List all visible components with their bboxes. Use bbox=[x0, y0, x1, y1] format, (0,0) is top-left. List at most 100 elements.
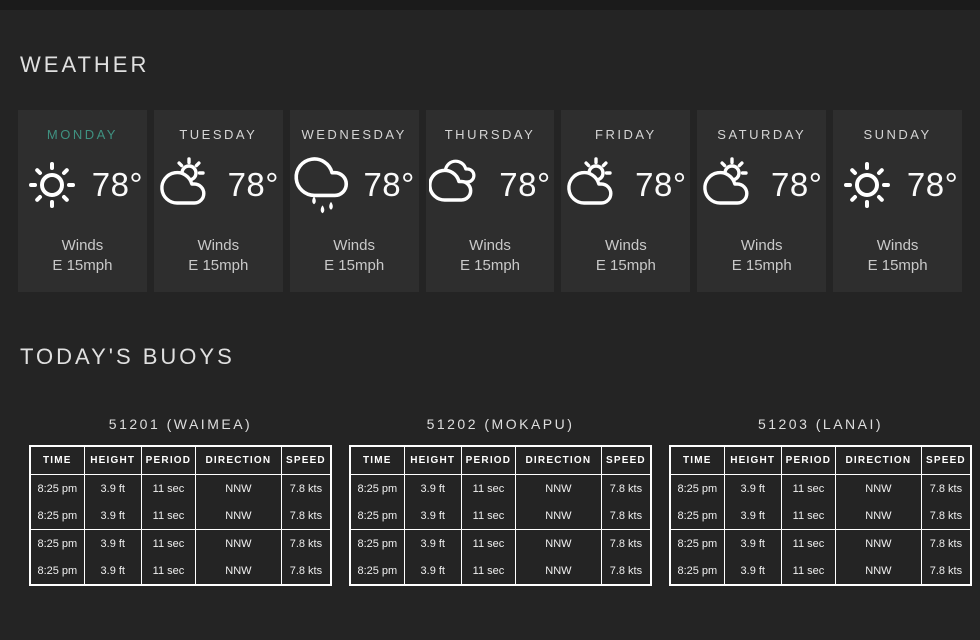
table-cell-direction: NNW bbox=[195, 474, 282, 502]
temperature: 78° bbox=[635, 166, 687, 203]
top-bar bbox=[0, 0, 980, 10]
table-row: 8:25 pm 3.9 ft 11 sec NNW 7.8 kts bbox=[349, 557, 652, 586]
buoy-title: 51202 (MOKAPU) bbox=[426, 416, 575, 432]
table-cell-height: 3.9 ft bbox=[83, 474, 142, 502]
table-cell-speed: 7.8 kts bbox=[920, 502, 972, 530]
forecast-card-friday[interactable]: FRIDAY 78° Winds E 15mph bbox=[561, 110, 691, 292]
buoys-heading: TODAY'S BUOYS bbox=[20, 344, 235, 369]
cloudy-icon bbox=[429, 159, 476, 202]
table-cell-height: 3.9 ft bbox=[83, 557, 142, 586]
column-header: SPEED bbox=[600, 445, 652, 475]
table-cell-speed: 7.8 kts bbox=[920, 557, 972, 586]
column-header: PERIOD bbox=[460, 445, 517, 475]
table-cell-height: 3.9 ft bbox=[403, 474, 462, 502]
buoy-title: 51201 (WAIMEA) bbox=[108, 416, 253, 432]
winds-label: Winds E 15mph bbox=[867, 237, 928, 275]
buoy-station-lanai: 51203 (LANAI) TIME HEIGHT PERIOD DIRECTION S… bbox=[669, 416, 972, 586]
table-cell-speed: 7.8 kts bbox=[920, 529, 972, 557]
winds-label: Winds E 15mph bbox=[52, 237, 113, 275]
sun-icon bbox=[843, 162, 890, 208]
day-label: WEDNESDAY bbox=[301, 127, 407, 142]
table-cell-speed: 7.8 kts bbox=[280, 529, 332, 557]
table-cell-direction: NNW bbox=[835, 529, 922, 557]
sun-icon bbox=[28, 162, 75, 208]
temperature: 78° bbox=[499, 166, 551, 203]
partly-cloudy-icon bbox=[567, 157, 613, 205]
table-cell-direction: NNW bbox=[195, 502, 282, 530]
table-header-row: TIME HEIGHT PERIOD DIRECTION SPEED bbox=[669, 445, 972, 475]
table-row: 8:25 pm 3.9 ft 11 sec NNW 7.8 kts bbox=[29, 502, 332, 530]
day-label: SUNDAY bbox=[863, 127, 932, 142]
winds-label: Winds E 15mph bbox=[324, 237, 385, 275]
icon-temp-row: 78° bbox=[158, 152, 279, 218]
buoy-table: TIME HEIGHT PERIOD DIRECTION SPEED 8:25 pm 3… bbox=[29, 445, 332, 586]
icon-temp-row: 78° bbox=[22, 152, 143, 218]
table-header-row: TIME HEIGHT PERIOD DIRECTION SPEED bbox=[29, 445, 332, 475]
buoy-table: TIME HEIGHT PERIOD DIRECTION SPEED 8:25 pm 3… bbox=[669, 445, 972, 586]
table-cell-direction: NNW bbox=[195, 557, 282, 586]
table-cell-direction: NNW bbox=[195, 529, 282, 557]
table-cell-direction: NNW bbox=[835, 502, 922, 530]
temperature: 78° bbox=[906, 166, 959, 203]
buoy-station-mokapu: 51202 (MOKAPU) TIME HEIGHT PERIOD DIRECTION… bbox=[349, 416, 652, 586]
table-cell-period: 11 sec bbox=[140, 557, 197, 586]
table-row: 8:25 pm 3.9 ft 11 sec NNW 7.8 kts bbox=[349, 529, 652, 557]
partly-cloudy-icon bbox=[159, 157, 206, 205]
table-cell-speed: 7.8 kts bbox=[600, 502, 652, 530]
icon-temp-row: 78° bbox=[429, 152, 550, 218]
forecast-cards: MONDAY 78° Winds E 15mph TUESDAY bbox=[18, 110, 963, 292]
table-cell-speed: 7.8 kts bbox=[600, 529, 652, 557]
temperature: 78° bbox=[363, 166, 415, 203]
day-label: SATURDAY bbox=[717, 127, 807, 142]
table-cell-speed: 7.8 kts bbox=[280, 474, 332, 502]
forecast-card-wednesday[interactable]: WEDNESDAY 78° Winds E 15mph bbox=[289, 110, 419, 292]
buoy-station-waimea: 51201 (WAIMEA) TIME HEIGHT PERIOD DIRECTION… bbox=[29, 416, 332, 586]
winds-label: Winds E 15mph bbox=[595, 237, 656, 275]
table-cell-direction: NNW bbox=[515, 557, 602, 586]
rain-icon bbox=[294, 157, 349, 214]
table-cell-time: 8:25 pm bbox=[349, 502, 405, 530]
column-header: HEIGHT bbox=[723, 445, 782, 475]
table-cell-speed: 7.8 kts bbox=[920, 474, 972, 502]
winds-label: Winds E 15mph bbox=[188, 237, 249, 275]
partly-cloudy-icon bbox=[703, 157, 749, 205]
table-cell-speed: 7.8 kts bbox=[600, 474, 652, 502]
table-cell-height: 3.9 ft bbox=[403, 529, 462, 557]
table-cell-direction: NNW bbox=[835, 474, 922, 502]
column-header: PERIOD bbox=[140, 445, 197, 475]
table-row: 8:25 pm 3.9 ft 11 sec NNW 7.8 kts bbox=[349, 474, 652, 502]
table-cell-period: 11 sec bbox=[460, 474, 517, 502]
buoy-title: 51203 (LANAI) bbox=[757, 416, 884, 432]
column-header: HEIGHT bbox=[403, 445, 462, 475]
table-cell-time: 8:25 pm bbox=[349, 529, 405, 557]
column-header: DIRECTION bbox=[515, 445, 602, 475]
table-cell-height: 3.9 ft bbox=[83, 502, 142, 530]
day-label: THURSDAY bbox=[444, 127, 536, 142]
column-header: SPEED bbox=[280, 445, 332, 475]
table-cell-height: 3.9 ft bbox=[723, 557, 782, 586]
buoy-table: TIME HEIGHT PERIOD DIRECTION SPEED 8:25 pm 3… bbox=[349, 445, 652, 586]
day-label: TUESDAY bbox=[179, 127, 258, 142]
table-header-row: TIME HEIGHT PERIOD DIRECTION SPEED bbox=[349, 445, 652, 475]
forecast-card-monday[interactable]: MONDAY 78° Winds E 15mph bbox=[18, 110, 147, 292]
table-row: 8:25 pm 3.9 ft 11 sec NNW 7.8 kts bbox=[349, 502, 652, 530]
table-cell-time: 8:25 pm bbox=[669, 474, 725, 502]
table-row: 8:25 pm 3.9 ft 11 sec NNW 7.8 kts bbox=[29, 557, 332, 586]
table-cell-period: 11 sec bbox=[780, 502, 837, 530]
forecast-card-sunday[interactable]: SUNDAY 78° Winds E 15mph bbox=[833, 110, 963, 292]
table-cell-direction: NNW bbox=[515, 474, 602, 502]
table-cell-time: 8:25 pm bbox=[349, 474, 405, 502]
table-row: 8:25 pm 3.9 ft 11 sec NNW 7.8 kts bbox=[29, 529, 332, 557]
table-cell-height: 3.9 ft bbox=[403, 502, 462, 530]
table-cell-speed: 7.8 kts bbox=[600, 557, 652, 586]
column-header: SPEED bbox=[920, 445, 972, 475]
weather-heading: WEATHER bbox=[20, 52, 150, 77]
table-cell-period: 11 sec bbox=[140, 474, 197, 502]
winds-label: Winds E 15mph bbox=[459, 237, 521, 275]
forecast-card-saturday[interactable]: SATURDAY 78° Winds E 15mph bbox=[697, 110, 827, 292]
forecast-card-tuesday[interactable]: TUESDAY 78° Winds E 15mph bbox=[153, 110, 283, 292]
table-cell-period: 11 sec bbox=[460, 557, 517, 586]
table-cell-speed: 7.8 kts bbox=[280, 502, 332, 530]
forecast-card-thursday[interactable]: THURSDAY 78° Winds E 15mph bbox=[425, 110, 555, 292]
table-cell-period: 11 sec bbox=[780, 474, 837, 502]
